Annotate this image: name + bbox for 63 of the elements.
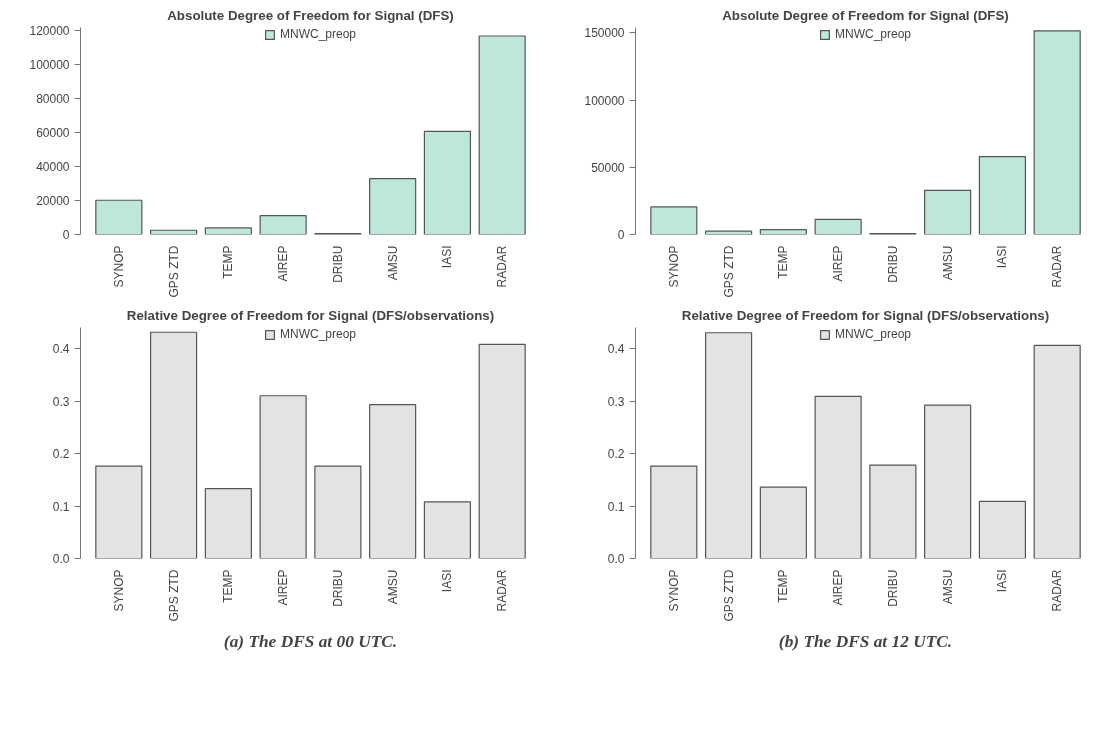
x-tick-label: DRIBU [885,245,900,283]
y-tick-label: 0.0 [607,552,625,566]
y-tick-label: 100000 [584,93,625,108]
x-tick-label: RADAR [495,569,510,612]
x-tick-label: GPS ZTD [166,245,181,298]
x-tick-label: GPS ZTD [721,569,736,622]
y-tick-label: 0.4 [52,342,70,356]
x-tick-label: GPS ZTD [721,245,736,298]
text: (a) The DFS at 00 UTC. [223,631,398,651]
y-tick-label: 0.1 [52,499,70,514]
x-tick-label: AMSU [940,245,955,281]
y-tick-label: 0.3 [607,394,625,409]
y-tick-label: 50000 [591,160,625,175]
y-tick-label: 0 [62,228,70,242]
x-tick-label: RADAR [1050,245,1065,288]
y-tick-label: 0.1 [607,499,625,514]
x-tick-label: SYNOP [111,569,126,612]
y-tick-label: 80000 [36,92,70,107]
x-tick-label: AMSU [940,569,955,605]
y-tick-label: 150000 [584,26,625,41]
legend-label: MNWC_preop [279,327,357,341]
y-tick-label: 0.2 [607,447,625,461]
y-tick-label: 100000 [29,58,70,73]
chart-title: Relative Degree of Freedom for Signal (DFS/observations) [681,307,1050,323]
legend-label: MNWC_preop [279,27,357,41]
x-tick-label: RADAR [495,245,510,288]
x-tick-label: TEMP [221,245,236,279]
y-tick-label: 0.4 [607,342,625,356]
x-tick-label: IASI [995,569,1010,593]
y-tick-label: 40000 [36,160,70,175]
legend-label: MNWC_preop [834,327,912,341]
x-tick-label: IASI [440,245,455,269]
x-tick-label: DRIBU [330,569,345,607]
x-tick-label: SYNOP [666,569,681,612]
y-tick-label: 120000 [29,24,70,39]
x-tick-label: GPS ZTD [166,569,181,622]
x-tick-label: AIREP [831,569,846,606]
x-tick-label: SYNOP [666,245,681,288]
y-tick-label: 0.2 [52,447,70,461]
x-tick-label: IASI [995,245,1010,269]
x-tick-label: IASI [440,569,455,593]
chart-title: Absolute Degree of Freedom for Signal (DFS) [722,7,1009,23]
x-tick-label: TEMP [221,569,236,603]
x-tick-label: SYNOP [111,245,126,288]
y-tick-label: 20000 [36,194,70,209]
x-tick-label: DRIBU [330,245,345,283]
x-tick-label: DRIBU [885,569,900,607]
y-tick-label: 0.0 [52,552,70,566]
x-tick-label: AIREP [831,245,846,282]
x-tick-label: RADAR [1050,569,1065,612]
chart-title: Absolute Degree of Freedom for Signal (DFS) [167,7,454,23]
x-tick-label: AIREP [276,569,291,606]
chart-title: Relative Degree of Freedom for Signal (DFS/observations) [126,307,495,323]
x-tick-label: AMSU [385,569,400,605]
y-tick-label: 0.3 [52,394,70,409]
x-tick-label: TEMP [776,245,791,279]
legend-label: MNWC_preop [834,27,912,41]
x-tick-label: TEMP [776,569,791,603]
text: (b) The DFS at 12 UTC. [778,631,953,651]
x-tick-label: AIREP [276,245,291,282]
x-tick-label: AMSU [385,245,400,281]
y-tick-label: 60000 [36,126,70,141]
y-tick-label: 0 [617,228,625,242]
